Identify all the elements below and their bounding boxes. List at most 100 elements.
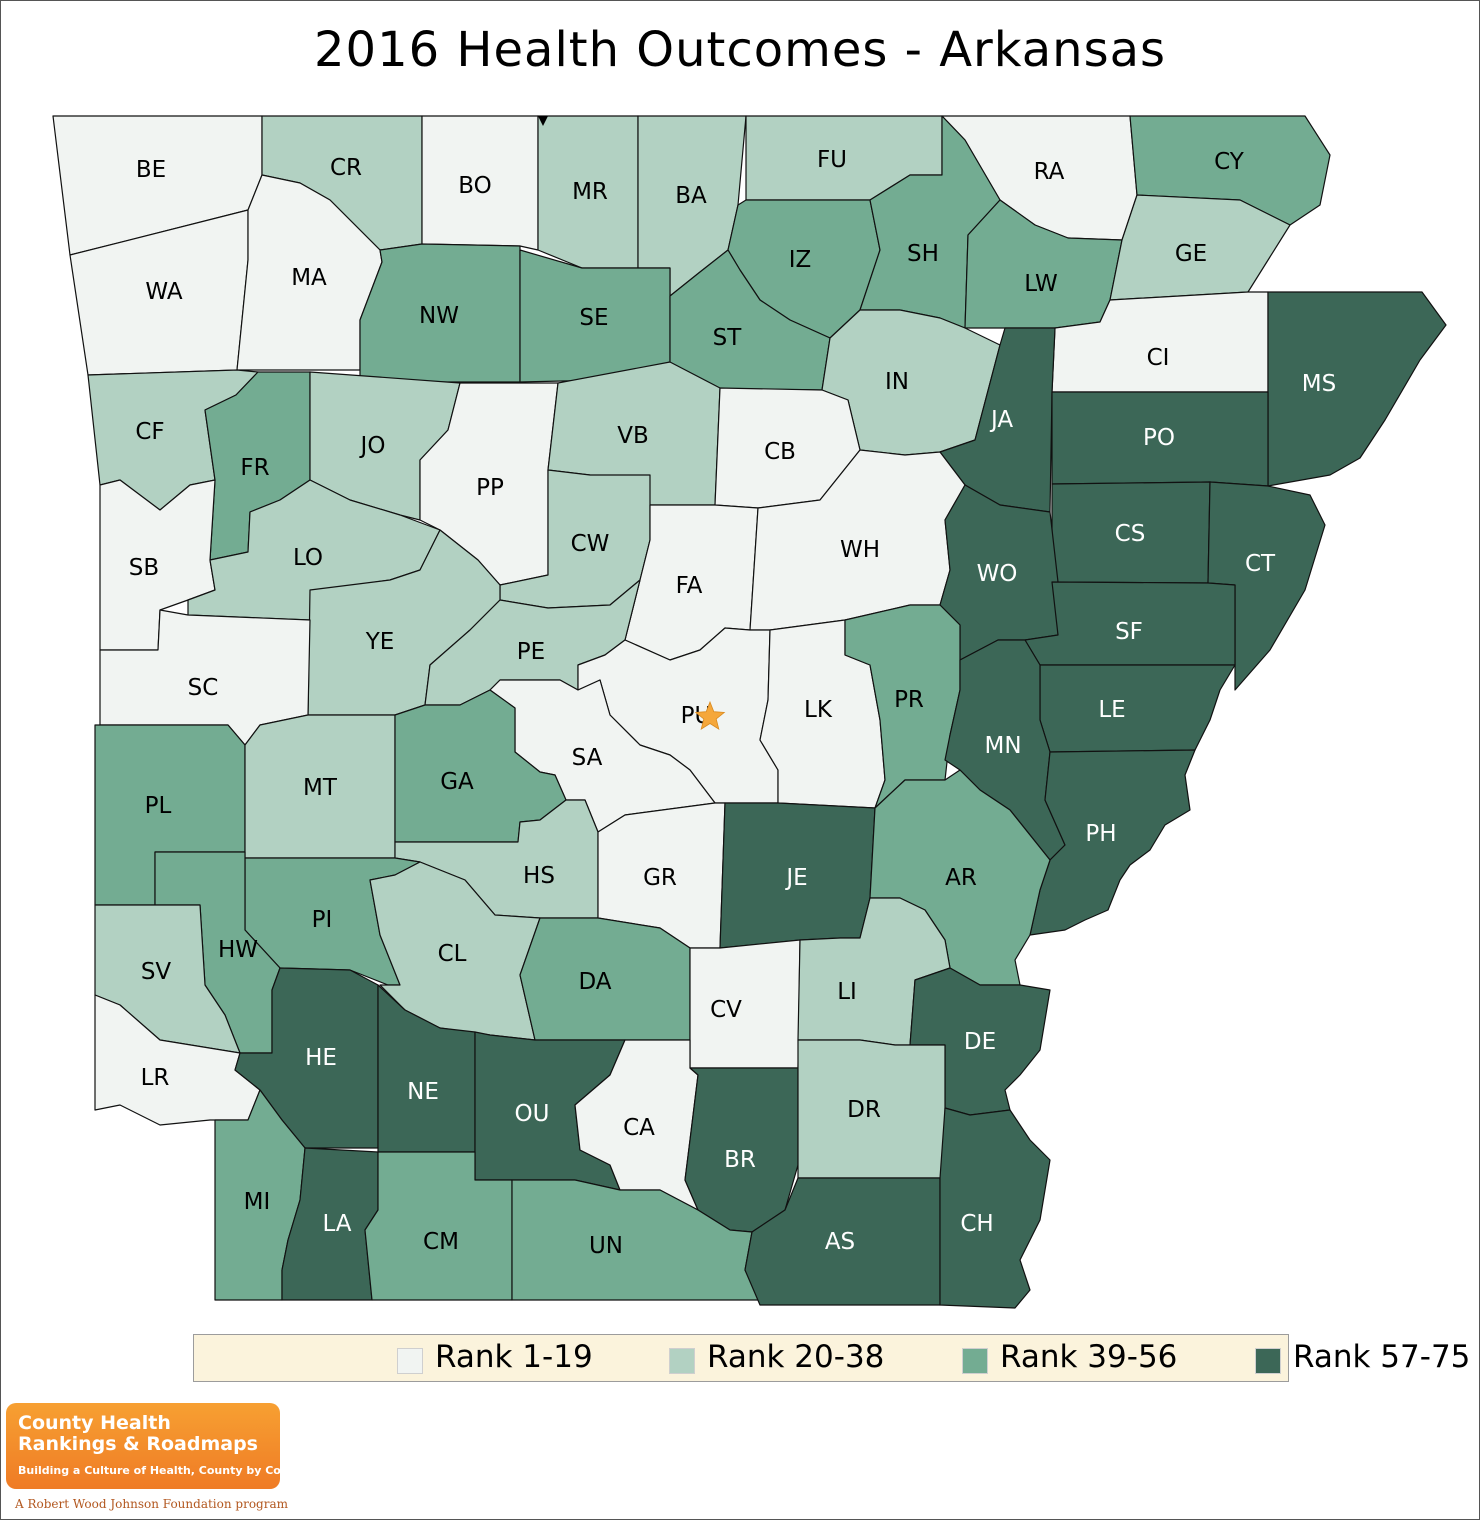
- county-label-cl: CL: [438, 941, 467, 967]
- county-label-je: JE: [784, 865, 807, 891]
- county-label-ci: CI: [1147, 345, 1170, 371]
- county-label-ge: GE: [1175, 241, 1207, 267]
- county-label-ct: CT: [1245, 551, 1276, 577]
- county-label-un: UN: [589, 1233, 623, 1259]
- county-label-ms: MS: [1302, 371, 1336, 397]
- county-label-ra: RA: [1034, 159, 1065, 185]
- logo-tagline: Building a Culture of Health, County by …: [18, 1464, 309, 1477]
- county-label-bo: BO: [458, 173, 491, 199]
- county-label-he: HE: [305, 1045, 337, 1071]
- county-label-ja: JA: [989, 407, 1013, 433]
- county-label-ba: BA: [675, 183, 707, 209]
- border-marker-icon: [538, 116, 548, 126]
- legend-label: Rank 20-38: [707, 1339, 885, 1375]
- county-label-iz: IZ: [789, 247, 812, 273]
- county-cv: [689, 939, 801, 1069]
- legend-swatch: [397, 1348, 423, 1374]
- county-le: [1039, 664, 1236, 753]
- county-label-hw: HW: [218, 937, 258, 963]
- county-label-sc: SC: [188, 675, 219, 701]
- county-label-lr: LR: [141, 1065, 170, 1091]
- county-label-ca: CA: [623, 1115, 655, 1141]
- county-label-pe: PE: [517, 639, 545, 665]
- county-as: [744, 1177, 941, 1306]
- county-label-wa: WA: [145, 279, 182, 305]
- county-label-jo: JO: [359, 433, 386, 459]
- county-label-da: DA: [578, 969, 611, 995]
- county-label-ne: NE: [407, 1079, 439, 1105]
- county-label-cs: CS: [1115, 521, 1146, 547]
- county-label-dr: DR: [847, 1097, 881, 1123]
- logo-name-line-2: Rankings & Roadmaps: [18, 1433, 258, 1455]
- county-label-br: BR: [724, 1147, 756, 1173]
- logo-name-line-1: County Health: [18, 1412, 171, 1434]
- county-label-ar: AR: [945, 865, 977, 891]
- county-label-pl: PL: [145, 793, 172, 819]
- county-label-ou: OU: [515, 1101, 550, 1127]
- county-label-lk: LK: [804, 697, 833, 723]
- county-label-cy: CY: [1214, 149, 1245, 175]
- county-label-fr: FR: [240, 455, 269, 481]
- county-label-lw: LW: [1024, 271, 1057, 297]
- county-label-vb: VB: [617, 423, 649, 449]
- county-label-mn: MN: [984, 733, 1021, 759]
- county-un: [511, 1179, 761, 1301]
- county-label-sh: SH: [907, 241, 939, 267]
- county-label-ph: PH: [1085, 821, 1116, 847]
- county-label-li: LI: [837, 979, 857, 1005]
- rwjf-credit: A Robert Wood Johnson Foundation program: [15, 1497, 288, 1511]
- legend-label: Rank 1-19: [435, 1339, 593, 1375]
- county-label-wh: WH: [840, 537, 880, 563]
- county-label-wo: WO: [977, 561, 1018, 587]
- county-label-as: AS: [825, 1229, 855, 1255]
- legend-label: Rank 39-56: [1000, 1339, 1178, 1375]
- county-label-sv: SV: [141, 959, 172, 985]
- county-label-de: DE: [964, 1029, 996, 1055]
- county-label-ye: YE: [365, 629, 395, 655]
- county-label-fu: FU: [817, 147, 847, 173]
- legend-swatch: [1255, 1348, 1281, 1374]
- county-label-lo: LO: [293, 545, 323, 571]
- county-label-pp: PP: [476, 475, 504, 501]
- legend-label: Rank 57-75: [1293, 1339, 1471, 1375]
- logo-name: County Health Rankings & Roadmaps: [18, 1413, 268, 1455]
- county-label-se: SE: [579, 305, 608, 331]
- county-ch: [939, 1107, 1051, 1309]
- county-label-be: BE: [136, 157, 166, 183]
- county-label-sf: SF: [1115, 619, 1143, 645]
- county-label-nw: NW: [419, 303, 459, 329]
- county-ms: [1267, 291, 1447, 487]
- map-title: 2016 Health Outcomes - Arkansas: [314, 22, 1166, 78]
- county-label-ma: MA: [291, 265, 327, 291]
- county-label-mr: MR: [572, 179, 608, 205]
- legend-swatch: [962, 1348, 988, 1374]
- county-label-mt: MT: [303, 775, 338, 801]
- county-label-cm: CM: [423, 1229, 459, 1255]
- county-label-st: ST: [713, 325, 743, 351]
- county-label-fa: FA: [676, 573, 703, 599]
- county-label-cf: CF: [135, 419, 164, 445]
- capital-star-icon: [694, 700, 726, 730]
- county-label-gr: GR: [643, 865, 677, 891]
- map-legend: Rank 1-19 Rank 20-38 Rank 39-56 Rank 57-…: [193, 1334, 1470, 1382]
- county-label-hs: HS: [523, 863, 555, 889]
- county-label-sa: SA: [572, 745, 603, 771]
- county-label-cb: CB: [764, 439, 796, 465]
- chr-logo: County Health Rankings & Roadmaps Buildi…: [6, 1403, 309, 1489]
- county-bo: [421, 115, 539, 251]
- county-label-cv: CV: [710, 997, 742, 1023]
- county-ph: [1029, 749, 1196, 936]
- county-label-ch: CH: [960, 1211, 993, 1237]
- county-label-po: PO: [1143, 425, 1175, 451]
- county-label-cr: CR: [330, 155, 362, 181]
- county-label-mi: MI: [244, 1189, 271, 1215]
- county-label-sb: SB: [129, 555, 159, 581]
- county-label-le: LE: [1098, 697, 1125, 723]
- county-label-pi: PI: [312, 907, 333, 933]
- county-shapes: [52, 115, 1447, 1309]
- county-label-in: IN: [885, 369, 909, 395]
- county-label-pr: PR: [894, 687, 924, 713]
- county-label-ga: GA: [440, 769, 474, 795]
- county-label-cw: CW: [571, 531, 610, 557]
